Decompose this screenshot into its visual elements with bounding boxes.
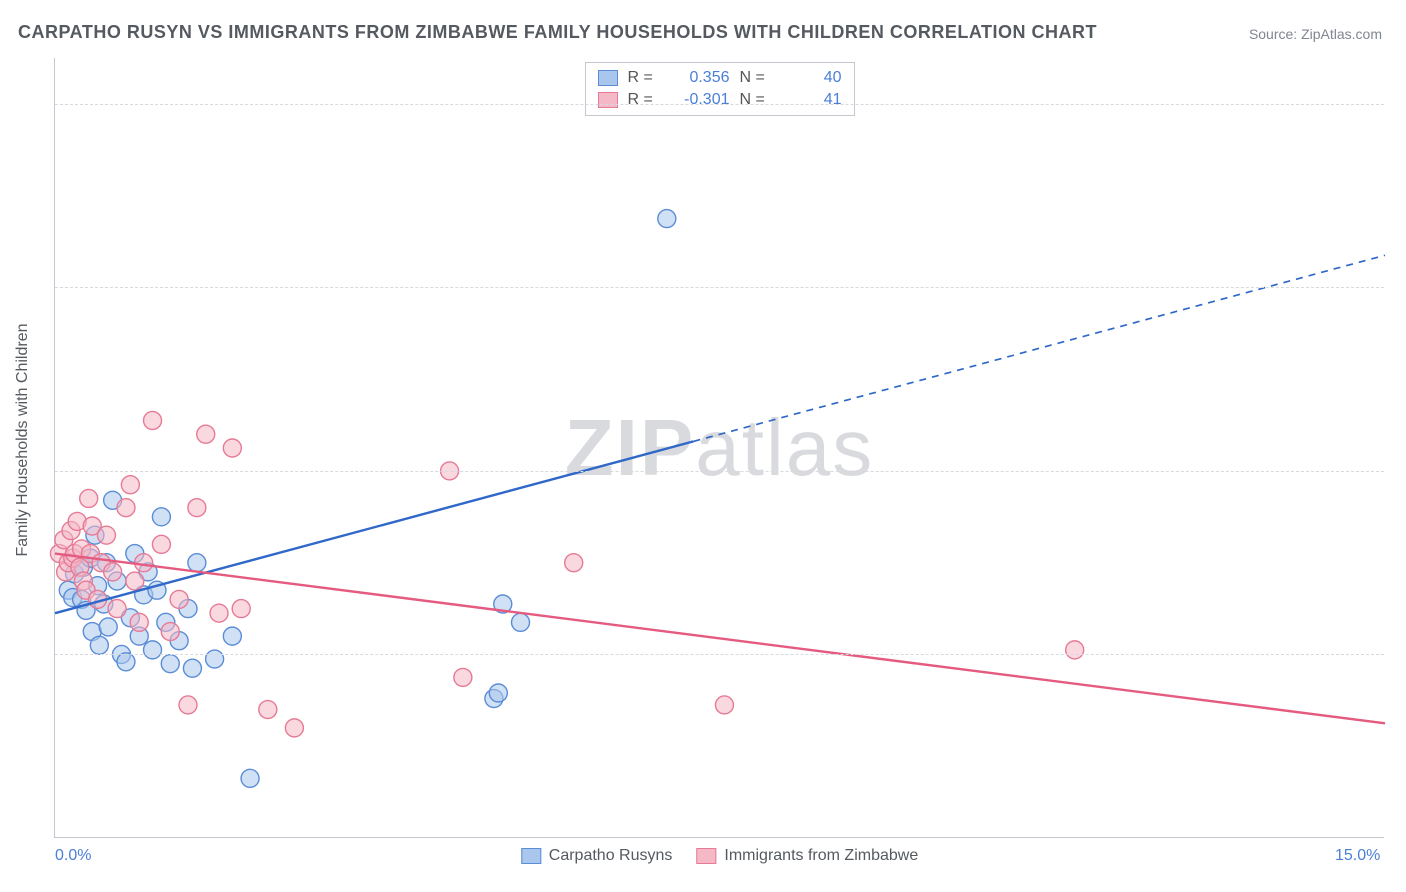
legend-swatch (696, 848, 716, 864)
chart-plot-area: ZIPatlas R =0.356N =40R =-0.301N =41 Car… (54, 58, 1384, 838)
gridline (55, 471, 1384, 472)
data-point (259, 701, 277, 719)
data-point (210, 604, 228, 622)
data-point (135, 554, 153, 572)
data-point (223, 439, 241, 457)
legend-stat-row: R = -0.301 N = 41 (598, 89, 842, 111)
legend-r-value: 0.356 (670, 69, 730, 87)
legend-series-item: Carpatho Rusyns (521, 847, 673, 865)
x-tick-label: 0.0% (55, 847, 91, 865)
data-point (183, 659, 201, 677)
data-point (130, 613, 148, 631)
data-point (170, 590, 188, 608)
data-point (144, 411, 162, 429)
data-point (188, 554, 206, 572)
data-point (179, 696, 197, 714)
legend-swatch (521, 848, 541, 864)
data-point (658, 210, 676, 228)
regression-line (55, 441, 693, 613)
data-point (512, 613, 530, 631)
legend-n-value: 41 (782, 91, 842, 109)
data-point (285, 719, 303, 737)
series-legend: Carpatho Rusyns Immigrants from Zimbabwe (521, 847, 918, 865)
data-point (223, 627, 241, 645)
data-point (489, 684, 507, 702)
data-point (80, 489, 98, 507)
data-point (117, 499, 135, 517)
gridline (55, 654, 1384, 655)
data-point (152, 535, 170, 553)
data-point (565, 554, 583, 572)
legend-n-value: 40 (782, 69, 842, 87)
data-point (108, 600, 126, 618)
legend-r-label: R = (628, 91, 660, 109)
data-point (715, 696, 733, 714)
data-point (97, 526, 115, 544)
data-point (241, 769, 259, 787)
legend-stat-row: R = 0.356 N = 40 (598, 67, 842, 89)
plot-svg (55, 58, 1384, 837)
legend-n-label: N = (740, 69, 772, 87)
data-point (206, 650, 224, 668)
x-tick-label: 15.0% (1335, 847, 1380, 865)
data-point (454, 668, 472, 686)
data-point (126, 572, 144, 590)
data-point (90, 636, 108, 654)
chart-title: CARPATHO RUSYN VS IMMIGRANTS FROM ZIMBAB… (18, 22, 1097, 43)
data-point (188, 499, 206, 517)
legend-series-name: Immigrants from Zimbabwe (724, 847, 918, 865)
legend-r-value: -0.301 (670, 91, 730, 109)
legend-r-label: R = (628, 69, 660, 87)
y-tick-label: 40.0% (1394, 462, 1406, 480)
data-point (232, 600, 250, 618)
legend-n-label: N = (740, 91, 772, 109)
data-point (117, 653, 135, 671)
data-point (1066, 641, 1084, 659)
legend-series-name: Carpatho Rusyns (549, 847, 673, 865)
regression-line-dashed (693, 255, 1385, 441)
correlation-legend: R = 0.356 N = 40 R = -0.301 N = 41 (585, 62, 855, 116)
data-point (121, 476, 139, 494)
gridline (55, 104, 1384, 105)
legend-swatch (598, 92, 618, 108)
data-point (161, 623, 179, 641)
data-point (144, 641, 162, 659)
legend-swatch (598, 70, 618, 86)
y-tick-label: 80.0% (1394, 95, 1406, 113)
data-point (99, 618, 117, 636)
y-axis-title: Family Households with Children (14, 324, 32, 557)
data-point (152, 508, 170, 526)
legend-series-item: Immigrants from Zimbabwe (696, 847, 918, 865)
data-point (161, 655, 179, 673)
data-point (197, 425, 215, 443)
data-point (104, 563, 122, 581)
y-tick-label: 60.0% (1394, 278, 1406, 296)
y-tick-label: 20.0% (1394, 645, 1406, 663)
source-label: Source: ZipAtlas.com (1249, 26, 1382, 42)
gridline (55, 287, 1384, 288)
